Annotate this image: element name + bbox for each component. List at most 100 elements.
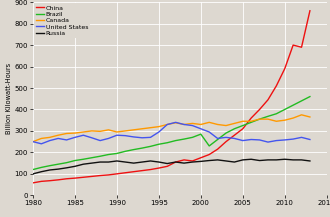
- Canada: [291, 117, 295, 119]
- China: [300, 46, 304, 49]
- China: [31, 182, 35, 184]
- Brazil: [115, 152, 119, 155]
- Brazil: [165, 141, 169, 144]
- United States: [232, 137, 236, 140]
- Canada: [232, 122, 236, 125]
- Russia: [148, 160, 152, 162]
- Brazil: [308, 95, 312, 98]
- Canada: [56, 134, 60, 136]
- Russia: [174, 161, 178, 163]
- China: [56, 179, 60, 181]
- United States: [90, 136, 94, 139]
- Brazil: [157, 143, 161, 146]
- Brazil: [232, 127, 236, 130]
- China: [98, 174, 102, 177]
- United States: [241, 139, 245, 142]
- United States: [300, 136, 304, 139]
- Brazil: [132, 148, 136, 151]
- Russia: [232, 161, 236, 163]
- Canada: [308, 116, 312, 118]
- Canada: [249, 120, 253, 123]
- China: [249, 117, 253, 119]
- United States: [115, 134, 119, 136]
- Russia: [215, 159, 219, 161]
- Brazil: [123, 150, 127, 153]
- Russia: [241, 159, 245, 161]
- China: [123, 171, 127, 174]
- Canada: [258, 118, 262, 120]
- China: [215, 148, 219, 150]
- Line: Brazil: Brazil: [33, 97, 310, 169]
- Canada: [157, 125, 161, 128]
- Brazil: [39, 166, 43, 169]
- Russia: [90, 162, 94, 164]
- Russia: [115, 160, 119, 162]
- Russia: [224, 160, 228, 162]
- China: [148, 168, 152, 171]
- Russia: [300, 159, 304, 161]
- Russia: [157, 161, 161, 163]
- Brazil: [283, 108, 287, 111]
- Line: Russia: Russia: [33, 159, 310, 174]
- Russia: [39, 170, 43, 173]
- United States: [174, 121, 178, 124]
- Canada: [132, 128, 136, 131]
- Line: Canada: Canada: [33, 115, 310, 142]
- United States: [182, 123, 186, 126]
- United States: [48, 139, 52, 142]
- China: [140, 169, 144, 172]
- Russia: [31, 173, 35, 175]
- Russia: [165, 162, 169, 165]
- Brazil: [65, 161, 69, 164]
- China: [115, 173, 119, 175]
- Canada: [98, 130, 102, 133]
- United States: [107, 137, 111, 140]
- United States: [224, 136, 228, 139]
- United States: [39, 143, 43, 145]
- Russia: [308, 160, 312, 162]
- Brazil: [190, 136, 194, 139]
- Russia: [266, 159, 270, 161]
- United States: [215, 137, 219, 140]
- China: [39, 180, 43, 183]
- United States: [190, 124, 194, 127]
- Brazil: [207, 145, 211, 147]
- Canada: [199, 123, 203, 126]
- China: [308, 10, 312, 12]
- China: [266, 99, 270, 101]
- Russia: [56, 168, 60, 170]
- Y-axis label: Billion Kilowatt-Hours: Billion Kilowatt-Hours: [6, 63, 12, 134]
- Line: China: China: [33, 11, 310, 183]
- Canada: [274, 120, 278, 123]
- Canada: [283, 119, 287, 122]
- Russia: [274, 159, 278, 161]
- Russia: [65, 166, 69, 169]
- China: [232, 134, 236, 136]
- Canada: [300, 113, 304, 116]
- Russia: [73, 165, 77, 168]
- Brazil: [199, 133, 203, 135]
- China: [291, 44, 295, 46]
- Canada: [174, 122, 178, 124]
- Brazil: [48, 164, 52, 167]
- China: [165, 165, 169, 168]
- Canada: [241, 120, 245, 123]
- Canada: [207, 121, 211, 124]
- Brazil: [31, 168, 35, 171]
- China: [199, 156, 203, 159]
- Brazil: [258, 118, 262, 120]
- United States: [73, 136, 77, 139]
- Brazil: [174, 139, 178, 142]
- Brazil: [291, 104, 295, 107]
- China: [132, 170, 136, 173]
- United States: [123, 134, 127, 137]
- Brazil: [224, 132, 228, 134]
- China: [182, 159, 186, 161]
- United States: [148, 136, 152, 139]
- China: [258, 108, 262, 111]
- Canada: [140, 127, 144, 130]
- United States: [308, 138, 312, 141]
- China: [65, 178, 69, 180]
- Canada: [190, 122, 194, 125]
- Brazil: [140, 147, 144, 149]
